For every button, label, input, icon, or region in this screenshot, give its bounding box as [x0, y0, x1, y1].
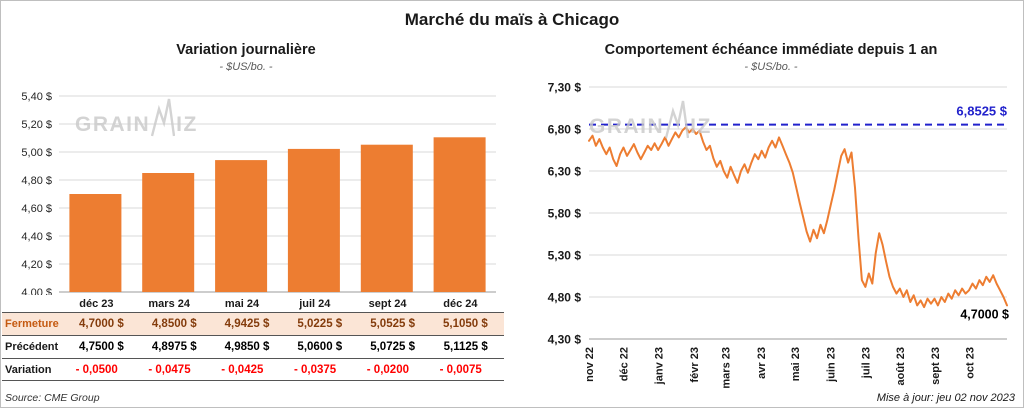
- bar-déc 24: [433, 137, 486, 292]
- table-cell: - 0,0425: [221, 363, 264, 376]
- table-cell: 5,0725 $: [370, 341, 415, 353]
- price-line-series: [588, 126, 1008, 309]
- bar-chart-title: Variation journalière: [176, 42, 316, 58]
- table-cell: 5,0600 $: [297, 341, 343, 353]
- table-row-precedent: Précédent 4,7500 $ 4,8975 $ 4,9850 $ 5,0600 …: [2, 335, 504, 358]
- column-header: sept 24: [368, 297, 407, 310]
- column-header: mars 24: [148, 297, 190, 310]
- y-axis-label: 4,20 $: [21, 259, 52, 271]
- y-axis-label: 5,00 $: [21, 147, 52, 159]
- x-axis-label: mai 23: [790, 347, 802, 381]
- line-chart-subtitle: - $US/bo. -: [744, 61, 798, 73]
- y-axis-label: 4,60 $: [21, 203, 52, 215]
- table-cell: - 0,0075: [439, 363, 482, 376]
- line-chart: 7,30 $ 6,80 $ 6,30 $ 5,80 $ 5,30 $ 4,80 $ 4,30…: [548, 81, 1009, 389]
- column-header: mai 24: [224, 297, 260, 310]
- x-axis-label: janv 23: [653, 347, 665, 385]
- table-cell: 5,1050 $: [443, 318, 488, 330]
- table-cell: - 0,0500: [75, 363, 118, 376]
- x-axis-label: sept 23: [930, 347, 942, 385]
- column-header: déc 24: [443, 297, 478, 310]
- y-axis-label: 5,30 $: [548, 249, 582, 263]
- table-cell: 4,8975 $: [151, 341, 197, 353]
- bar-sept 24: [360, 144, 413, 292]
- table-cell: - 0,0375: [293, 363, 337, 376]
- y-axis-label: 5,20 $: [21, 119, 52, 131]
- x-axis-label: juin 23: [826, 347, 838, 383]
- x-axis-label: déc 22: [618, 347, 630, 381]
- table-cell: 5,0525 $: [370, 318, 415, 330]
- x-axis-label: avr 23: [756, 347, 768, 379]
- table-cell: 4,9425 $: [224, 318, 270, 330]
- reference-line-label: 6,8525 $: [956, 104, 1007, 119]
- source-note: Source: CME Group: [5, 392, 100, 404]
- y-axis-label: 6,80 $: [548, 123, 582, 137]
- table-row-fermeture: Fermeture 4,7000 $ 4,8500 $ 4,9425 $ 5,0225 …: [2, 312, 504, 335]
- y-axis-label: 5,80 $: [548, 207, 582, 221]
- update-note: Mise à jour: jeu 02 nov 2023: [876, 392, 1015, 404]
- y-axis-label: 4,80 $: [548, 291, 582, 305]
- x-axis-label: août 23: [895, 347, 907, 386]
- table-cell: 4,8500 $: [151, 318, 197, 330]
- x-axis-label: mars 23: [721, 347, 733, 389]
- bar-déc 23: [69, 194, 122, 292]
- y-axis-label: 4,00 $: [21, 287, 52, 295]
- table-cell: 4,7000 $: [79, 318, 124, 330]
- x-axis-label: nov 22: [584, 347, 596, 382]
- table-row-variation: Variation - 0,0500 - 0,0475 - 0,0425 - 0,037…: [2, 358, 504, 381]
- line-chart-title: Comportement échéance immédiate depuis 1…: [604, 42, 938, 58]
- row-label: Précédent: [5, 341, 59, 353]
- y-axis-label: 6,30 $: [548, 165, 582, 179]
- table-cell: 5,0225 $: [297, 318, 343, 330]
- table-cell: 4,9850 $: [224, 341, 270, 353]
- last-price-label: 4,7000 $: [960, 307, 1009, 321]
- y-axis-label: 5,40 $: [21, 91, 52, 103]
- table-cell: - 0,0200: [366, 363, 409, 376]
- y-axis-label: 7,30 $: [548, 81, 582, 95]
- price-table: déc 23 mars 24 mai 24 juil 24 sept 24 déc 24 F…: [2, 295, 504, 381]
- bar-chart-subtitle: - $US/bo. -: [219, 61, 273, 73]
- column-header: juil 24: [299, 297, 331, 310]
- table-cell: 5,1125 $: [443, 341, 488, 353]
- x-axis-label: juil 23: [860, 347, 872, 379]
- row-label: Variation: [5, 363, 52, 376]
- y-axis-label: 4,80 $: [21, 175, 52, 187]
- x-axis-label: févr 23: [689, 347, 701, 382]
- bar-mars 24: [142, 173, 195, 292]
- x-axis-label: oct 23: [964, 347, 976, 379]
- table-header-row: déc 23 mars 24 mai 24 juil 24 sept 24 déc 24: [2, 295, 504, 312]
- row-label: Fermeture: [5, 318, 59, 330]
- page-title: Marché du maïs à Chicago: [404, 10, 620, 29]
- table-cell: 4,7500 $: [79, 341, 124, 353]
- bar-mai 24: [215, 160, 268, 292]
- bar-juil 24: [287, 148, 340, 292]
- table-cell: - 0,0475: [148, 363, 191, 376]
- bar-chart: 5,40 $ 5,20 $ 5,00 $ 4,80 $ 4,60 $ 4,40 $ 4,20…: [21, 91, 496, 295]
- y-axis-label: 4,40 $: [21, 231, 52, 243]
- y-axis-label: 4,30 $: [548, 333, 582, 347]
- column-header: déc 23: [79, 297, 114, 310]
